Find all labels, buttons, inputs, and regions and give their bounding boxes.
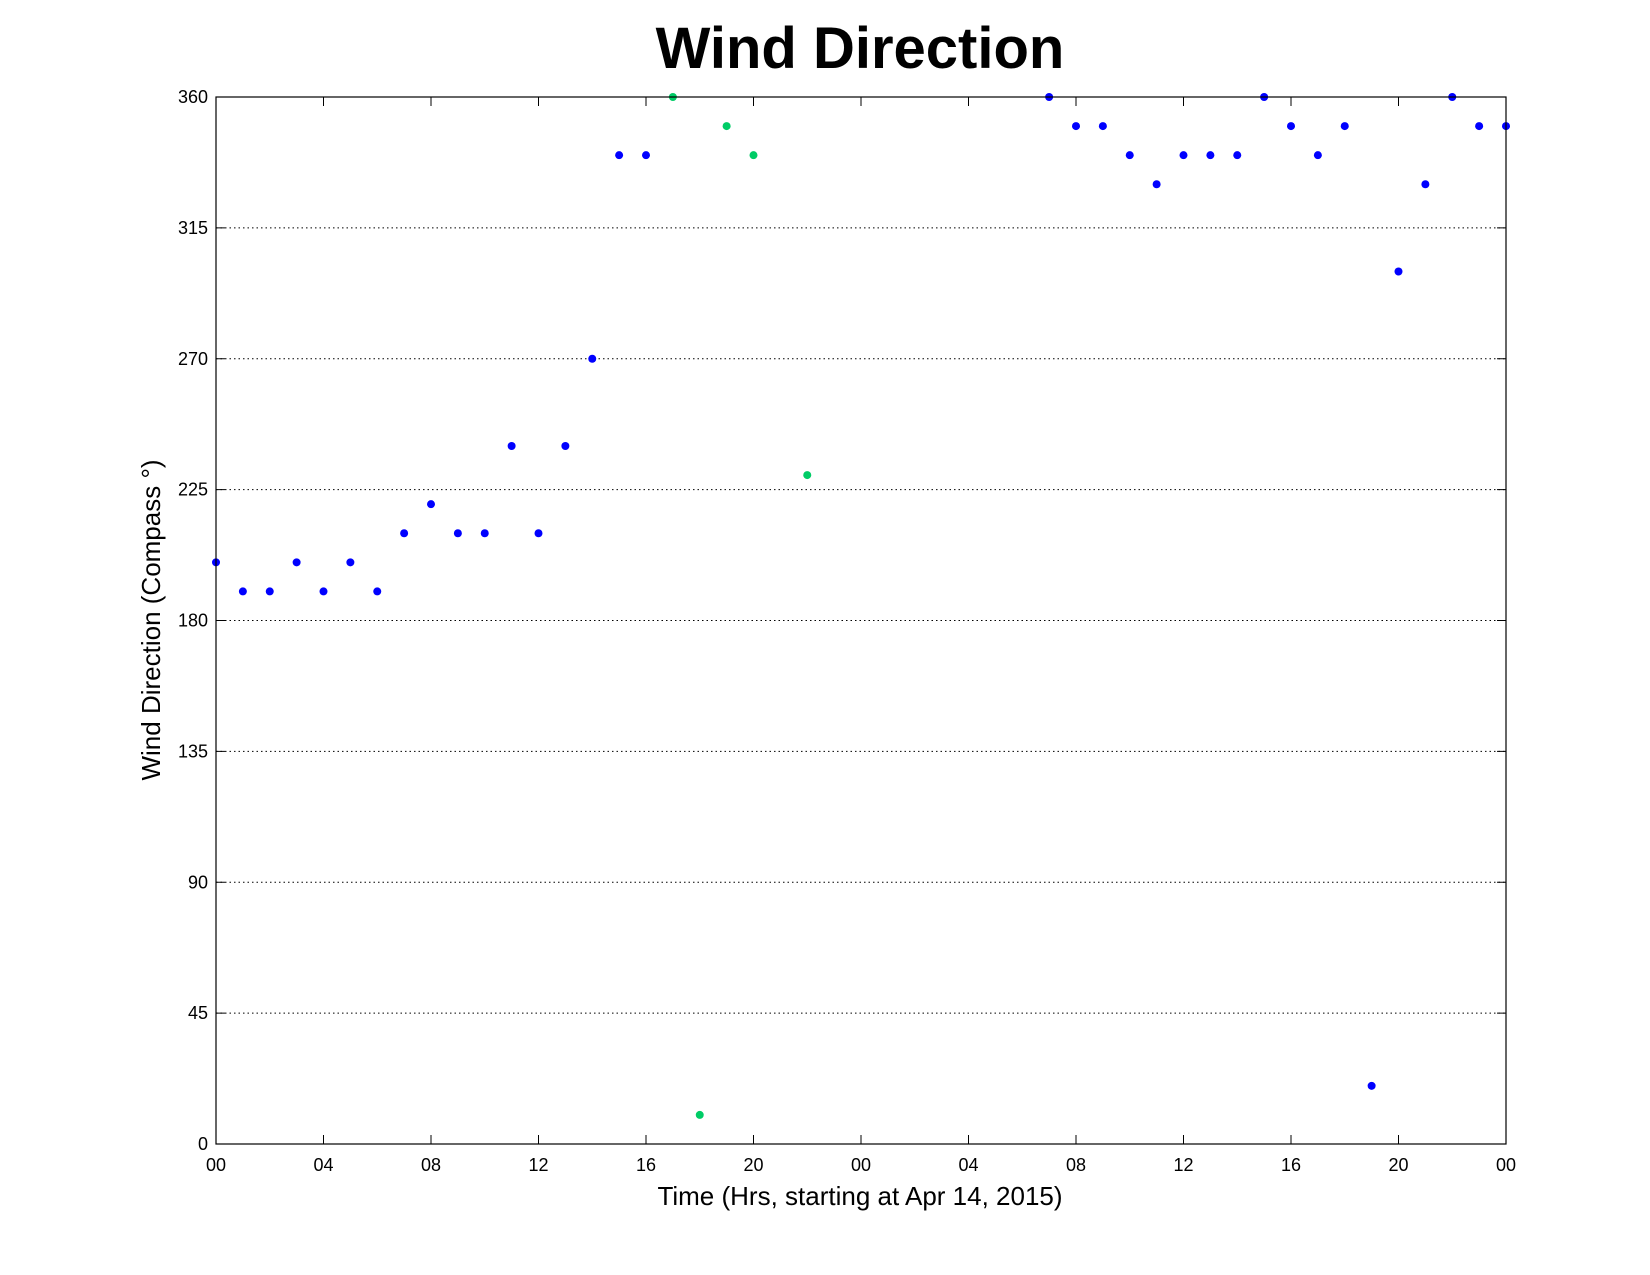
data-point [1206, 151, 1215, 160]
data-points [212, 93, 1510, 1119]
data-point [427, 500, 435, 509]
data-point [534, 529, 543, 538]
data-point [1475, 122, 1484, 131]
data-point [507, 442, 516, 450]
x-tick-label: 20 [1388, 1155, 1408, 1175]
y-tick-label: 270 [178, 349, 208, 369]
data-point [238, 587, 247, 596]
data-point [1072, 122, 1080, 131]
x-axis-label: Time (Hrs, starting at Apr 14, 2015) [657, 1181, 1062, 1211]
x-tick-label: 04 [958, 1155, 978, 1175]
y-tick-label: 315 [178, 218, 208, 238]
data-point [722, 122, 731, 131]
x-tick-label: 16 [1281, 1155, 1301, 1175]
x-tick-label: 12 [528, 1155, 548, 1175]
data-point [588, 354, 597, 363]
data-point [373, 587, 382, 596]
axis-ticks: 0 45 90 135 180 225 270 315 360 00 04 08 12 16 20 00 04 0… [178, 87, 1516, 1175]
x-tick-label: 04 [313, 1155, 333, 1175]
data-point [615, 151, 624, 160]
data-point [346, 558, 355, 567]
y-tick-label: 90 [188, 872, 208, 892]
data-point [642, 151, 650, 160]
data-point [265, 587, 274, 596]
x-tick-label: 08 [1066, 1155, 1086, 1175]
data-point [803, 471, 812, 480]
data-point [1313, 151, 1322, 160]
data-point [453, 529, 462, 538]
y-tick-label: 360 [178, 87, 208, 107]
x-tick-label: 00 [851, 1155, 871, 1175]
data-point [1340, 122, 1349, 131]
y-tick-label: 180 [178, 611, 208, 631]
data-point [1179, 151, 1188, 160]
x-tick-label: 00 [206, 1155, 226, 1175]
chart-title: Wind Direction [656, 16, 1065, 81]
x-tick-label: 00 [1496, 1155, 1516, 1175]
data-point [1287, 122, 1295, 131]
y-axis-label: Wind Direction (Compass °) [136, 459, 166, 780]
data-point [561, 442, 570, 450]
data-point [1098, 122, 1107, 131]
data-point [1152, 180, 1161, 189]
plot-area-frame [215, 96, 1507, 1145]
data-point [1233, 151, 1242, 160]
data-point [1125, 151, 1134, 160]
y-tick-label: 225 [178, 480, 208, 500]
data-point [1394, 267, 1403, 276]
data-point [319, 587, 328, 596]
y-tick-label: 0 [198, 1134, 208, 1154]
x-tick-label: 20 [743, 1155, 763, 1175]
data-point [292, 558, 301, 567]
data-point [695, 1110, 704, 1119]
x-tick-label: 16 [636, 1155, 656, 1175]
x-tick-label: 08 [421, 1155, 441, 1175]
data-point [749, 151, 758, 160]
y-tick-label: 135 [178, 741, 208, 761]
x-tick-label: 12 [1173, 1155, 1193, 1175]
grid-lines [216, 227, 1506, 1014]
data-point [1421, 180, 1430, 189]
data-point [1367, 1081, 1376, 1090]
y-tick-label: 45 [188, 1003, 208, 1023]
data-point [480, 529, 489, 538]
data-point [400, 529, 409, 538]
